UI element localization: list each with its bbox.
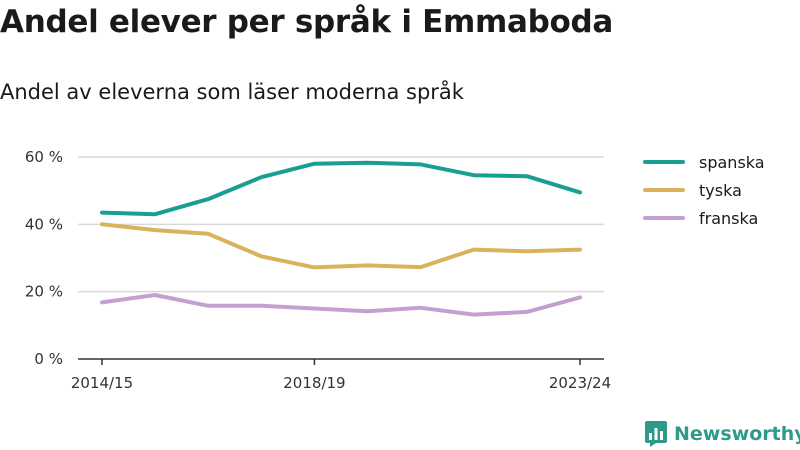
legend-label-tyska: tyska bbox=[699, 180, 742, 200]
legend-swatch-franska bbox=[643, 216, 685, 220]
series-line-tyska bbox=[100, 222, 582, 270]
x-tick-label: 2018/19 bbox=[283, 374, 345, 392]
y-tick-label: 60 % bbox=[25, 148, 63, 166]
series-line-franska bbox=[100, 293, 582, 317]
legend-swatch-tyska bbox=[643, 188, 685, 192]
y-tick-label: 20 % bbox=[25, 283, 63, 301]
legend-item-franska: franska bbox=[643, 204, 765, 232]
chart-title: Andel elever per språk i Emmaboda bbox=[0, 4, 614, 40]
legend-swatch-spanska bbox=[643, 160, 685, 164]
chart-subtitle: Andel av eleverna som läser moderna språ… bbox=[0, 80, 464, 104]
legend-label-spanska: spanska bbox=[699, 152, 765, 172]
newsworthy-logo: Newsworthy bbox=[644, 420, 800, 448]
legend-item-tyska: tyska bbox=[643, 176, 765, 204]
brand-name: Newsworthy bbox=[674, 423, 800, 445]
bar-chart-bubble-icon bbox=[645, 421, 667, 447]
y-tick-label: 40 % bbox=[25, 215, 63, 233]
legend-item-spanska: spanska bbox=[643, 148, 765, 176]
x-tick-label: 2023/24 bbox=[549, 374, 611, 392]
y-tick-label: 0 % bbox=[34, 350, 63, 368]
x-tick-label: 2014/15 bbox=[71, 374, 133, 392]
legend-label-franska: franska bbox=[699, 208, 759, 228]
legend: spanska tyska franska bbox=[643, 148, 765, 232]
series-line-spanska bbox=[100, 160, 582, 217]
